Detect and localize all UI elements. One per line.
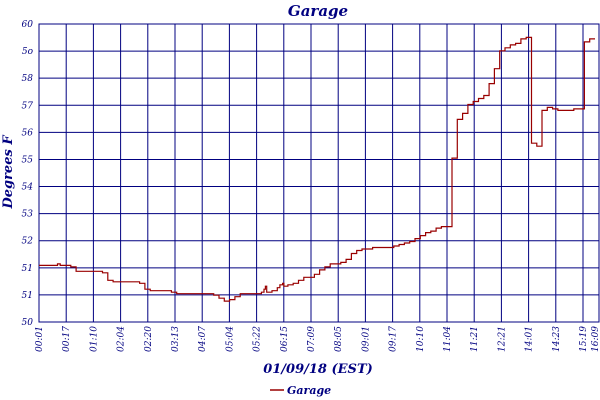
legend: Garage	[270, 384, 331, 397]
x-tick-label: 02:20	[144, 326, 154, 352]
y-tick-label: 51	[22, 264, 33, 274]
x-tick-label: 14:01	[525, 326, 535, 352]
y-tick-label: 54	[22, 183, 34, 193]
x-tick-label: 10:10	[416, 326, 426, 352]
x-tick-label: 15:19	[579, 326, 589, 352]
y-tick-label: 58	[22, 74, 34, 84]
x-tick-label: 11:04	[443, 326, 453, 352]
x-tick-label: 12:21	[497, 326, 507, 352]
y-tick-label: 50	[22, 318, 34, 328]
y-tick-label: 56	[22, 128, 34, 138]
y-tick-labels: 50 51 51 52 53 54 55 56 57 58 5o 60	[22, 20, 34, 328]
series-line-garage	[39, 36, 595, 302]
chart-title: Garage	[288, 2, 348, 20]
x-tick-label: 07:09	[307, 326, 317, 352]
x-tick-label: 06:15	[280, 326, 290, 352]
y-axis-label: Degrees F	[1, 135, 16, 210]
x-tick-label: 01:10	[89, 326, 99, 352]
y-tick-label: 55	[22, 155, 34, 165]
y-tick-label: 52	[22, 237, 34, 247]
x-tick-labels: 00:01 00:17 01:10 02:04 02:20 03:13 04:07 05:04…	[35, 326, 600, 352]
x-tick-label: 05:04	[225, 326, 235, 352]
x-tick-label: 04:07	[198, 326, 208, 352]
x-tick-label: 05:22	[253, 326, 263, 352]
x-tick-label: 02:04	[117, 326, 127, 352]
legend-label: Garage	[287, 384, 331, 397]
x-tick-label: 14:23	[552, 326, 562, 352]
y-tick-label: 57	[22, 101, 34, 111]
x-tick-label: 08:05	[334, 326, 344, 352]
y-tick-label: 53	[22, 210, 34, 220]
plot-frame	[38, 23, 600, 323]
grid	[39, 24, 599, 322]
y-tick-label: 60	[22, 20, 34, 30]
x-axis-label: 01/09/18 (EST)	[263, 362, 373, 377]
x-tick-label: 11:21	[470, 326, 480, 352]
y-tick-label: 51	[22, 291, 33, 301]
x-tick-label: 03:13	[171, 326, 181, 352]
x-tick-label: 00:17	[62, 326, 72, 352]
x-tick-label: 09:01	[361, 326, 371, 352]
y-tick-label: 5o	[22, 47, 34, 57]
x-tick-label: 00:01	[35, 326, 45, 352]
x-tick-label: 09:17	[389, 326, 399, 352]
x-tick-label: 16:09	[591, 326, 600, 352]
